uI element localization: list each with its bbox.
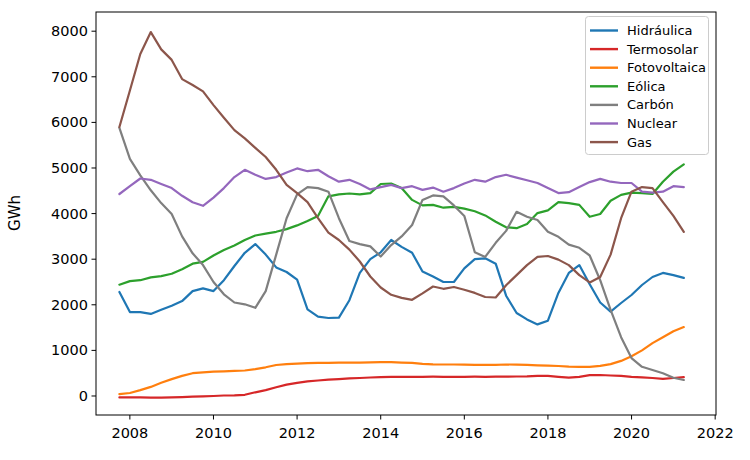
legend-label: Hidráulica: [627, 23, 693, 38]
legend-label: Carbón: [627, 97, 674, 112]
y-tick-label: 7000: [51, 69, 88, 85]
y-tick-label: 5000: [51, 160, 88, 176]
x-tick-label: 2018: [529, 425, 566, 441]
y-tick-label: 8000: [51, 23, 88, 39]
legend: Hidráulica Termosolar Fotovoltaica Eólica Ca…: [586, 17, 709, 155]
y-tick-label: 6000: [51, 114, 88, 130]
figure: 2008 2010 2012 2014 2016 2018 2020 2022 0 1000 200…: [0, 0, 750, 460]
legend-label: Nuclear: [627, 116, 678, 131]
legend-label: Gas: [627, 135, 652, 150]
x-tick-label: 2010: [195, 425, 232, 441]
y-tick-label: 1000: [51, 342, 88, 358]
x-tick-label: 2016: [446, 425, 483, 441]
x-tick-label: 2012: [279, 425, 316, 441]
y-tick-label: 3000: [51, 251, 88, 267]
legend-label: Fotovoltaica: [627, 60, 706, 75]
x-tick-label: 2008: [111, 425, 148, 441]
legend-label: Eólica: [627, 79, 666, 94]
y-tick-label: 0: [79, 388, 88, 404]
legend-label: Termosolar: [626, 42, 699, 57]
y-tick-label: 4000: [51, 206, 88, 222]
line-chart: 2008 2010 2012 2014 2016 2018 2020 2022 0 1000 200…: [0, 0, 750, 460]
x-tick-label: 2022: [697, 425, 734, 441]
y-axis-title: GWh: [6, 195, 24, 231]
y-tick-label: 2000: [51, 297, 88, 313]
x-tick-label: 2014: [362, 425, 399, 441]
x-tick-label: 2020: [613, 425, 650, 441]
